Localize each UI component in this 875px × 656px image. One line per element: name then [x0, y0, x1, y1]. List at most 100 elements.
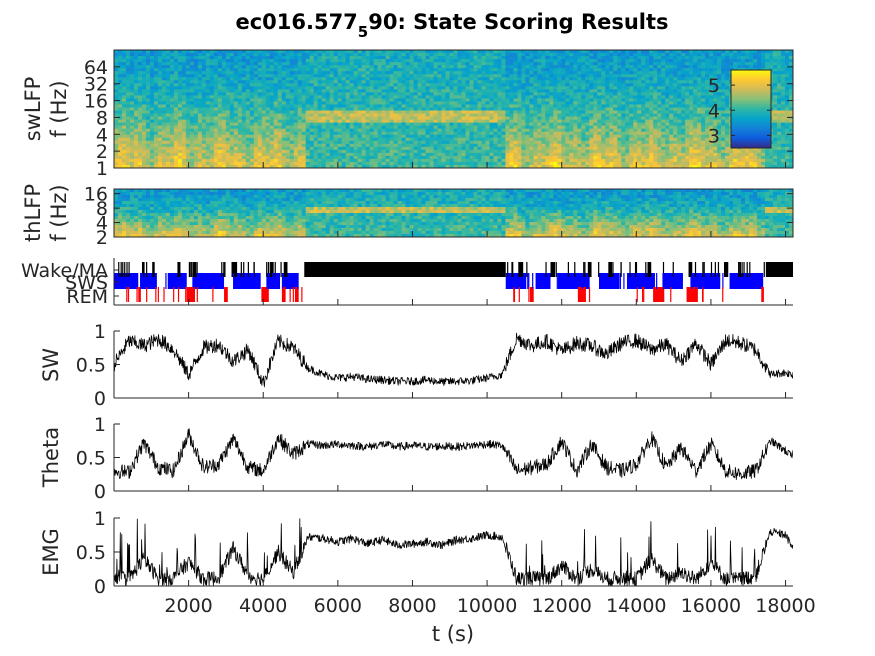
swlfp-spectrogram-cell [145, 149, 151, 154]
swlfp-spectrogram-cell [381, 161, 387, 166]
swlfp-spectrogram-cell [481, 110, 487, 115]
swlfp-spectrogram-cell [193, 134, 199, 139]
swlfp-spectrogram-cell [453, 158, 459, 163]
swlfp-spectrogram-cell [457, 92, 463, 96]
swlfp-spectrogram-cell [321, 95, 327, 100]
swlfp-spectrogram-cell [621, 143, 626, 148]
swlfp-spectrogram-cell [205, 74, 211, 78]
swlfp-spectrogram-cell [517, 116, 522, 121]
swlfp-spectrogram-cell [553, 122, 558, 127]
swlfp-spectrogram-cell [477, 65, 483, 69]
swlfp-spectrogram-cell [509, 158, 515, 163]
swlfp-spectrogram-cell [329, 86, 335, 90]
swlfp-spectrogram-cell [593, 50, 598, 54]
swlfp-spectrogram-cell [593, 83, 598, 87]
swlfp-spectrogram-cell [201, 92, 207, 96]
swlfp-spectrogram-cell [173, 92, 179, 96]
swlfp-spectrogram-cell [225, 59, 231, 63]
swlfp-spectrogram-cell [125, 152, 131, 157]
swlfp-spectrogram-cell [545, 62, 550, 66]
swlfp-spectrogram-cell [197, 146, 203, 151]
swlfp-spectrogram-cell [165, 89, 171, 93]
swlfp-spectrogram-cell [617, 80, 622, 84]
swlfp-spectrogram-cell [193, 89, 199, 93]
swlfp-spectrogram-cell [141, 119, 147, 124]
swlfp-spectrogram-cell [373, 137, 379, 142]
swlfp-spectrogram-cell [621, 71, 626, 75]
swlfp-spectrogram-cell [545, 59, 550, 63]
swlfp-spectrogram-cell [417, 95, 423, 100]
swlfp-spectrogram-cell [281, 128, 287, 133]
swlfp-spectrogram-cell [497, 143, 503, 148]
swlfp-spectrogram-cell [417, 56, 423, 60]
swlfp-spectrogram-cell [229, 116, 235, 121]
swlfp-spectrogram-cell [497, 125, 503, 130]
swlfp-spectrogram-cell [457, 59, 463, 63]
swlfp-spectrogram-cell [241, 149, 247, 154]
swlfp-spectrogram-cell [613, 131, 618, 136]
swlfp-spectrogram-cell [437, 101, 443, 106]
swlfp-spectrogram-cell [137, 62, 143, 66]
swlfp-spectrogram-cell [157, 92, 163, 96]
swlfp-spectrogram-cell [457, 104, 463, 109]
swlfp-spectrogram-cell [613, 89, 618, 93]
swlfp-spectrogram-cell [329, 95, 335, 100]
swlfp-spectrogram-cell [305, 98, 311, 103]
swlfp-spectrogram-cell [577, 116, 582, 121]
swlfp-spectrogram-cell [173, 86, 179, 90]
swlfp-spectrogram-cell [489, 146, 495, 151]
swlfp-spectrogram-cell [309, 65, 315, 69]
swlfp-spectrogram-cell [253, 149, 259, 154]
swlfp-spectrogram-cell [365, 95, 371, 100]
swlfp-spectrogram-cell [481, 116, 487, 121]
swlfp-spectrogram-cell [357, 62, 363, 66]
swlfp-spectrogram-cell [521, 164, 526, 168]
swlfp-spectrogram-cell [145, 77, 151, 81]
swlfp-spectrogram-cell [297, 164, 303, 168]
swlfp-spectrogram-cell [277, 71, 283, 75]
swlfp-spectrogram-cell [197, 74, 203, 78]
swlfp-spectrogram-cell [273, 137, 279, 142]
swlfp-spectrogram-cell [609, 143, 614, 148]
swlfp-spectrogram-cell [385, 68, 391, 72]
swlfp-spectrogram-cell [141, 80, 147, 84]
swlfp-spectrogram-cell [425, 68, 431, 72]
swlfp-spectrogram-cell [553, 140, 558, 145]
swlfp-spectrogram-cell [593, 92, 598, 96]
swlfp-spectrogram-cell [449, 119, 455, 124]
swlfp-spectrogram-cell [369, 122, 375, 127]
swlfp-spectrogram-cell [405, 71, 411, 75]
swlfp-spectrogram-cell [169, 107, 175, 112]
swlfp-spectrogram-cell [301, 62, 307, 66]
swlfp-spectrogram-cell [421, 62, 427, 66]
swlfp-spectrogram-cell [149, 119, 155, 124]
swlfp-spectrogram-cell [217, 158, 223, 163]
swlfp-spectrogram-cell [549, 137, 554, 142]
swlfp-spectrogram-cell [165, 83, 171, 87]
swlfp-spectrogram-cell [465, 65, 471, 69]
swlfp-spectrogram-cell [597, 146, 602, 151]
swlfp-spectrogram-cell [453, 80, 459, 84]
swlfp-spectrogram-cell [177, 74, 183, 78]
swlfp-spectrogram-cell [165, 77, 171, 81]
swlfp-spectrogram-cell [181, 95, 187, 100]
swlfp-spectrogram-cell [114, 152, 119, 157]
swlfp-spectrogram-cell [509, 92, 515, 96]
swlfp-spectrogram-cell [201, 95, 207, 100]
swlfp-spectrogram-cell [457, 128, 463, 133]
swlfp-spectrogram-cell [217, 95, 223, 100]
swlfp-spectrogram-cell [341, 164, 347, 168]
swlfp-spectrogram-cell [557, 128, 562, 133]
swlfp-spectrogram-cell [173, 101, 179, 106]
swlfp-spectrogram-cell [469, 59, 475, 63]
swlfp-spectrogram-cell [509, 56, 515, 60]
swlfp-spectrogram-cell [409, 71, 415, 75]
swlfp-spectrogram-cell [465, 50, 471, 54]
swlfp-spectrogram-cell [281, 119, 287, 124]
swlfp-spectrogram-cell [433, 95, 439, 100]
swlfp-spectrogram-cell [145, 56, 151, 60]
swlfp-spectrogram-cell [357, 125, 363, 130]
swlfp-spectrogram-cell [237, 74, 243, 78]
swlfp-spectrogram-cell [605, 131, 610, 136]
swlfp-spectrogram-cell [545, 50, 550, 54]
